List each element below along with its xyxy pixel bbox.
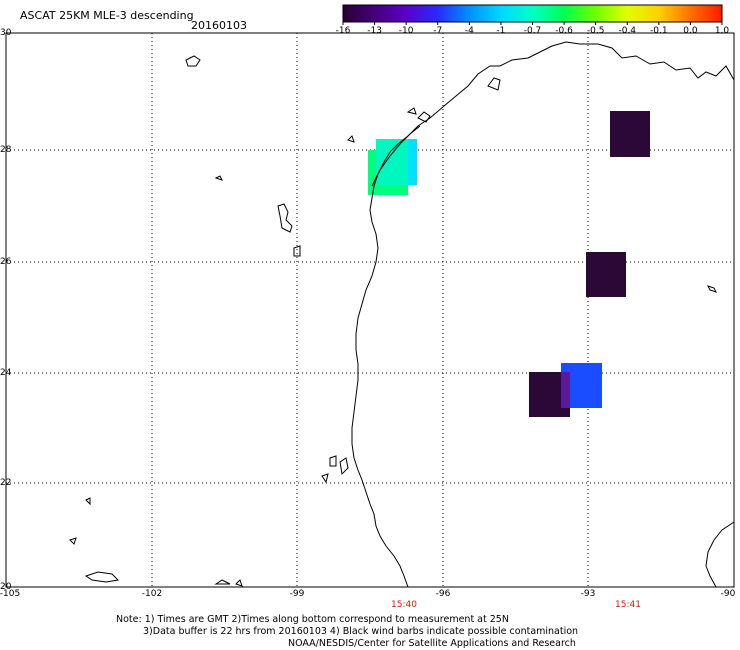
note-line-2: 3)Data buffer is 22 hrs from 20160103 4)… bbox=[143, 626, 579, 637]
coastline-gulf bbox=[351, 41, 735, 588]
lon-label-93: -93 bbox=[580, 589, 596, 599]
lat-label-26: 26 bbox=[0, 257, 12, 267]
lon-label-105: -105 bbox=[0, 589, 21, 599]
bay-outline bbox=[406, 107, 417, 115]
lake bbox=[235, 579, 243, 587]
data-cell bbox=[586, 252, 626, 297]
lat-label-22: 22 bbox=[0, 478, 12, 488]
lake bbox=[277, 203, 293, 233]
map-frame bbox=[5, 32, 735, 588]
lake bbox=[214, 579, 231, 585]
time-label: 15:41 bbox=[615, 600, 641, 610]
bay-outline bbox=[487, 77, 501, 91]
colorbar-tick-label: -1 bbox=[496, 26, 506, 36]
colorbar-tick-label: -16 bbox=[335, 26, 351, 36]
lake bbox=[293, 245, 301, 257]
lat-label-24: 24 bbox=[0, 368, 12, 378]
colorbar-tick-label: -0.4 bbox=[618, 26, 637, 36]
lat-label-20: 20 bbox=[0, 582, 12, 592]
map-date: 20160103 bbox=[191, 19, 247, 32]
barrier-island bbox=[371, 125, 421, 187]
colorbar-tick-label: -7 bbox=[433, 26, 443, 36]
colorbar-tick-label: -0.5 bbox=[586, 26, 605, 36]
coastline-yucatan bbox=[705, 521, 735, 588]
colorbar bbox=[342, 4, 723, 25]
colorbar-tick-label: -0.1 bbox=[650, 26, 668, 36]
lake bbox=[85, 497, 91, 506]
colorbar-tick-label: -0.6 bbox=[555, 26, 573, 36]
lake bbox=[84, 571, 120, 583]
colorbar-tick-label: -4 bbox=[464, 26, 474, 36]
lon-label-102: -102 bbox=[141, 589, 163, 599]
data-cell bbox=[610, 111, 650, 157]
time-label: 15:40 bbox=[391, 600, 417, 610]
lake bbox=[339, 457, 349, 476]
lon-label-99: -99 bbox=[289, 589, 305, 599]
map-title: ASCAT 25KM MLE-3 descending bbox=[20, 9, 194, 22]
bay-outline bbox=[417, 111, 431, 123]
lon-label-96: -96 bbox=[435, 589, 451, 599]
lake bbox=[185, 55, 201, 67]
colorbar-tick-label: 0.0 bbox=[683, 26, 698, 36]
colorbar-gradient bbox=[342, 4, 723, 23]
wind-data-cells bbox=[368, 111, 650, 417]
coastline bbox=[69, 41, 735, 588]
colorbar-tick-label: -10 bbox=[398, 26, 414, 36]
island bbox=[347, 135, 355, 143]
lake bbox=[214, 175, 223, 181]
note-line-1: Note: 1) Times are GMT 2)Times along bot… bbox=[116, 614, 509, 625]
island bbox=[707, 285, 717, 293]
data-cell-overlap bbox=[561, 372, 570, 408]
lake bbox=[69, 537, 77, 545]
data-cell-overlap bbox=[376, 139, 408, 185]
colorbar-tick-label: 1.0 bbox=[714, 26, 730, 36]
lat-label-28: 28 bbox=[0, 145, 12, 155]
lat-label-30: 30 bbox=[0, 28, 12, 38]
lake bbox=[321, 473, 329, 484]
lake bbox=[329, 455, 337, 467]
lon-label-90: -90 bbox=[720, 589, 736, 599]
colorbar-tick-label: -13 bbox=[367, 26, 382, 36]
colorbar-tick-label: -0.7 bbox=[523, 26, 542, 36]
note-line-3: NOAA/NESDIS/Center for Satellite Applica… bbox=[288, 638, 576, 649]
